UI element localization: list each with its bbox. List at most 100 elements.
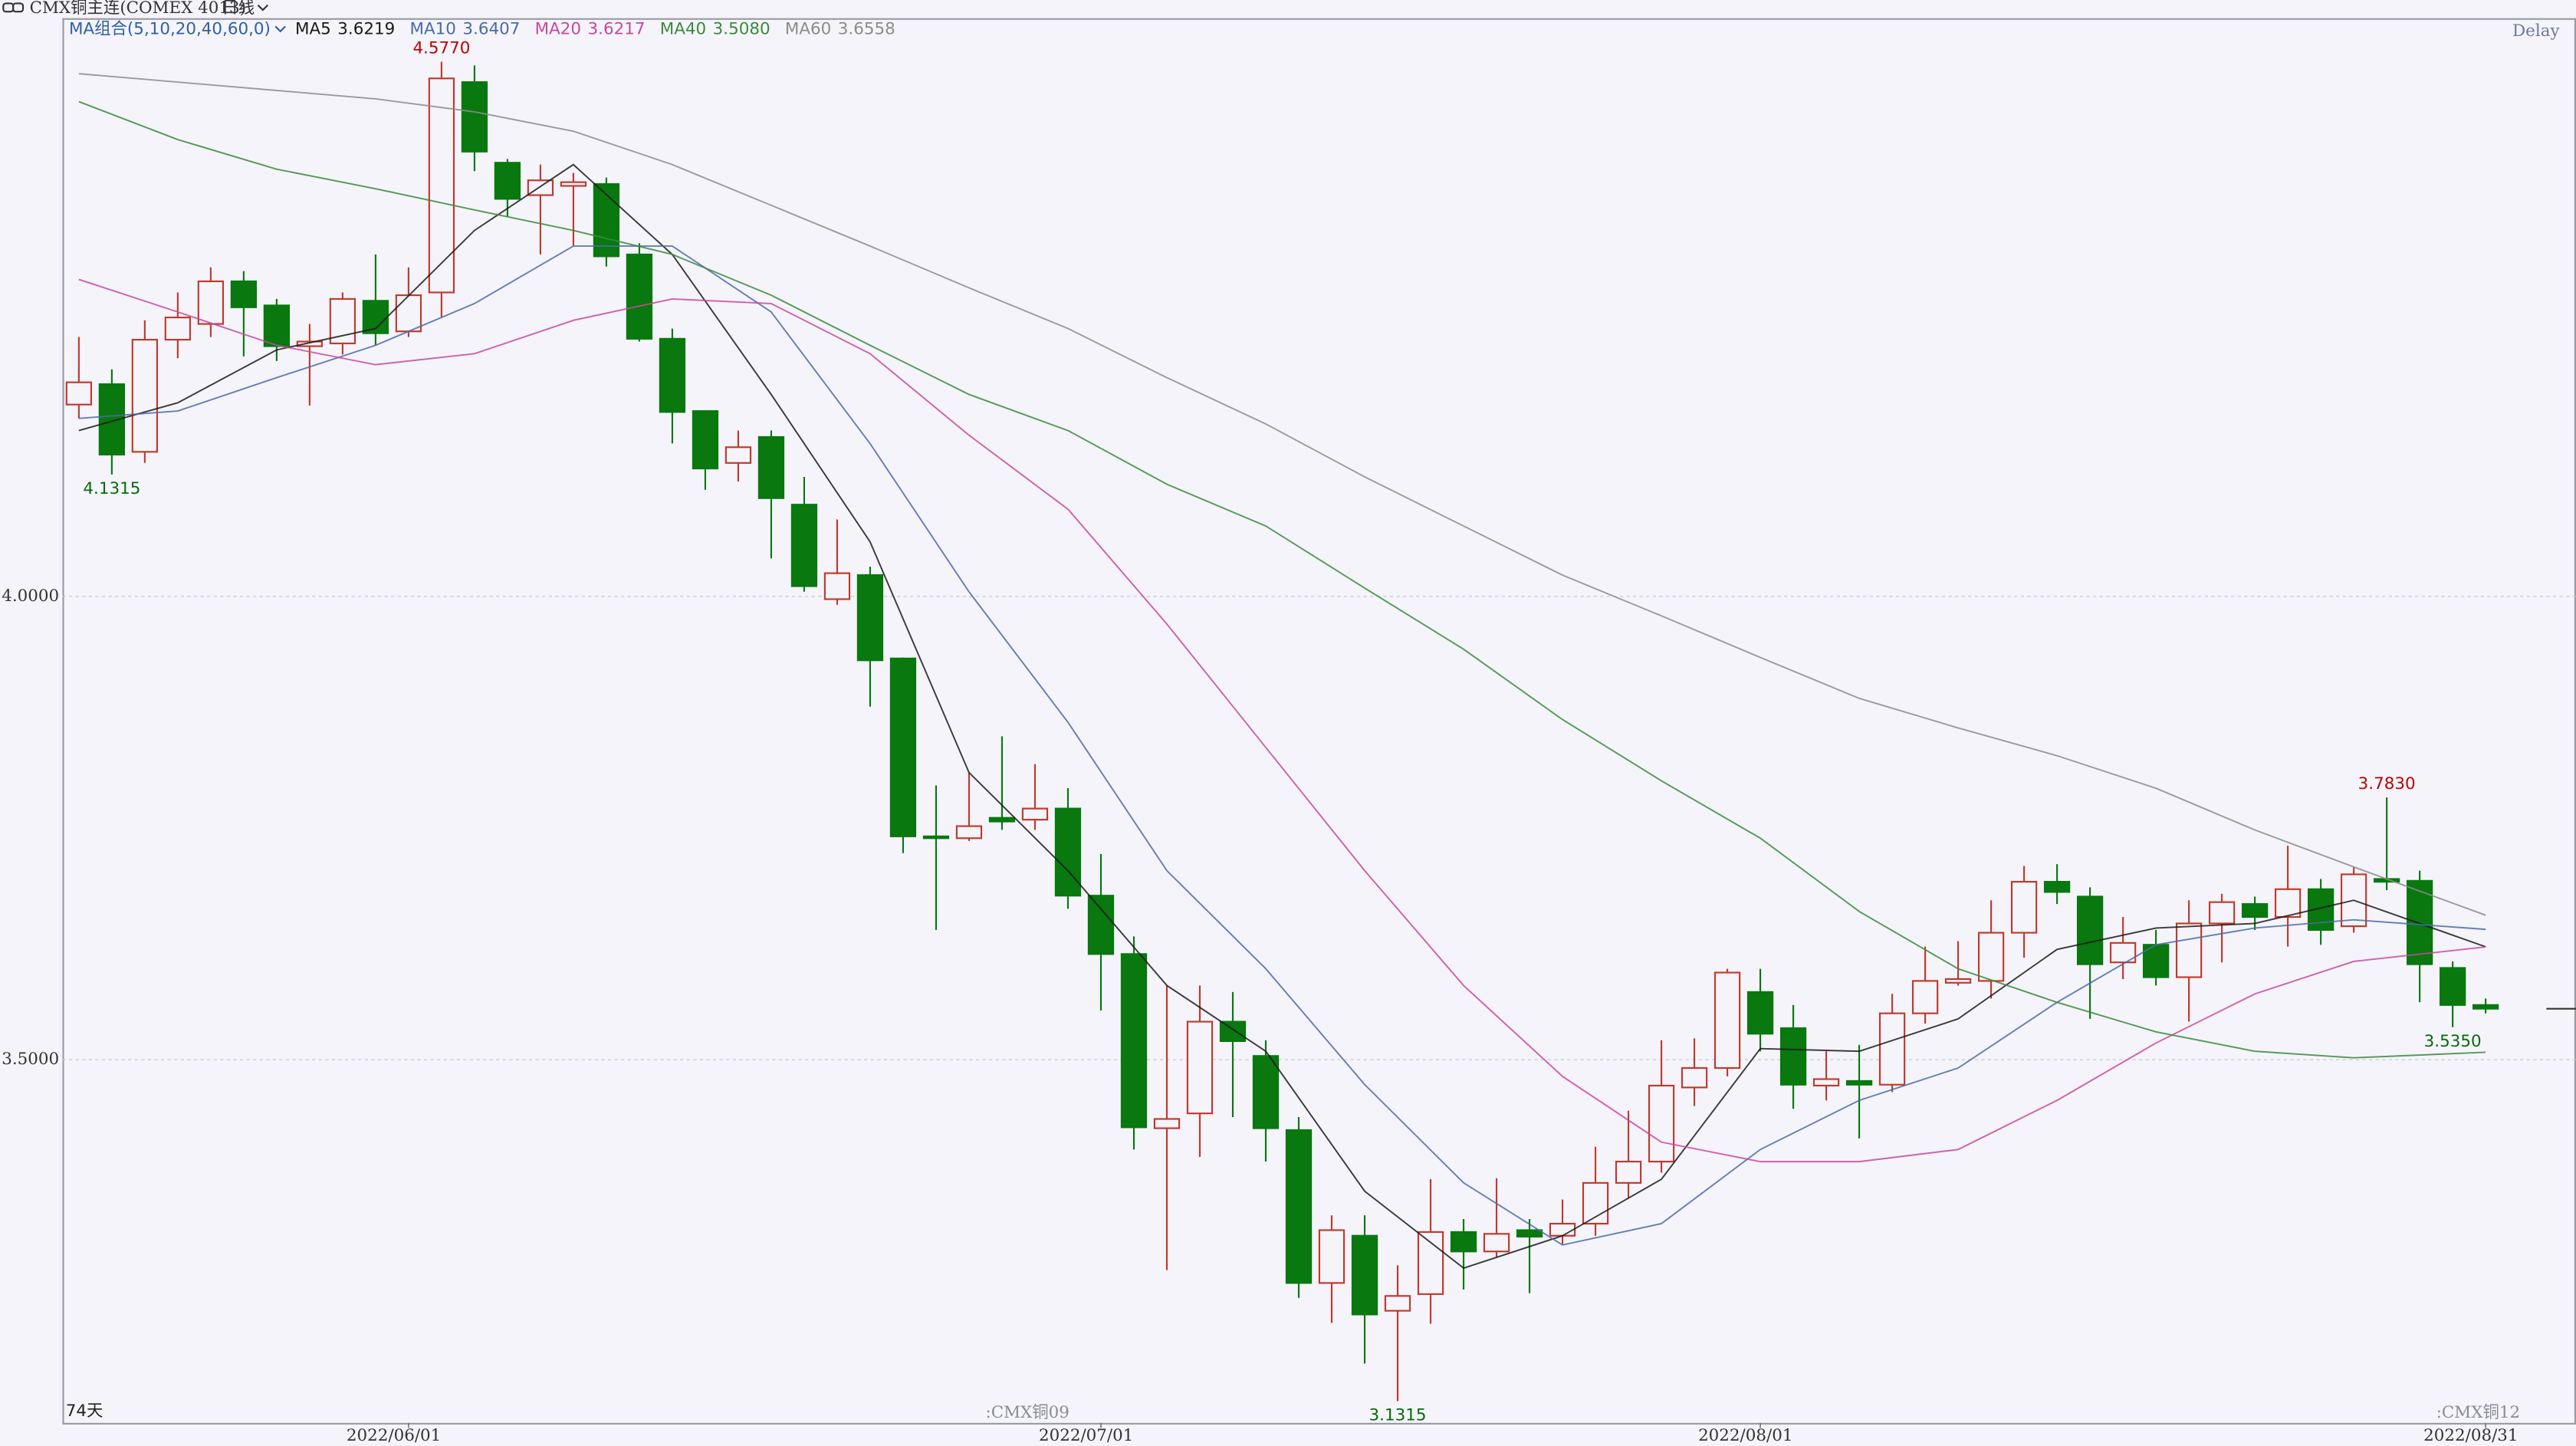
candle-body xyxy=(692,410,719,470)
candle-body xyxy=(2241,903,2269,919)
legend-name: MA60 xyxy=(785,20,831,39)
legend-value: 3.6407 xyxy=(462,20,520,39)
candle-body xyxy=(1911,980,1939,1014)
candle-body xyxy=(296,340,324,347)
candle-body xyxy=(1054,807,1082,897)
candle-body xyxy=(1450,1231,1477,1253)
candle-body xyxy=(790,504,818,587)
candle-body xyxy=(1186,1020,1214,1115)
candle-body xyxy=(1285,1129,1313,1284)
legend-value: 3.6219 xyxy=(337,20,395,39)
candle-body xyxy=(1483,1233,1510,1253)
delay-status: Delay xyxy=(2512,21,2560,41)
candle-body xyxy=(2472,1004,2499,1010)
low-label: 4.1315 xyxy=(83,479,140,498)
candle-body xyxy=(2208,901,2236,925)
period-selector[interactable]: 日线 xyxy=(222,0,255,18)
candle-body xyxy=(889,657,917,837)
chart-title: CMX铜主连(COMEX 4013) xyxy=(30,0,246,18)
header-icon[interactable] xyxy=(2,2,25,13)
x-tick-label: 2022/08/31 xyxy=(2423,1426,2518,1445)
legend-value: 3.6217 xyxy=(588,20,646,39)
legend-name: MA40 xyxy=(660,20,706,39)
legend-name: MA20 xyxy=(535,20,581,39)
candle-body xyxy=(1384,1295,1411,1312)
candle-body xyxy=(724,446,752,464)
high-label: 3.7830 xyxy=(2358,774,2416,794)
bar-count: 74天 xyxy=(66,1402,104,1421)
candle-body xyxy=(1549,1222,1576,1237)
candle-body xyxy=(1845,1080,1873,1086)
icon-part xyxy=(12,2,25,13)
legend-name: MA5 xyxy=(295,20,331,39)
candle-body xyxy=(955,825,983,840)
candle-body xyxy=(1746,991,1774,1035)
candle-body xyxy=(593,182,620,258)
low-label: 3.5350 xyxy=(2424,1032,2482,1051)
candle-body xyxy=(2175,922,2203,978)
candle-body xyxy=(1252,1055,1280,1129)
candle-body xyxy=(1648,1084,1675,1163)
y-tick-label: 4.0000 xyxy=(2,587,59,606)
candle-body xyxy=(2274,888,2302,919)
candle-body xyxy=(856,573,884,662)
period-chevron[interactable] xyxy=(257,4,269,12)
candle-body xyxy=(1714,971,1741,1070)
candle-body xyxy=(1615,1160,1642,1184)
contract-label: :CMX铜09 xyxy=(986,1403,1070,1422)
candle-body xyxy=(988,817,1016,823)
candle-body xyxy=(1351,1234,1378,1316)
candle-body xyxy=(1516,1229,1543,1238)
ma-line xyxy=(78,163,2486,1270)
ma-line xyxy=(78,73,2486,916)
legend: MA组合(5,10,20,40,60,0) MA5 3.6219 MA10 3.6407… xyxy=(69,20,895,39)
legend-title[interactable]: MA组合(5,10,20,40,60,0) xyxy=(69,20,271,39)
candle-body xyxy=(329,297,356,344)
candle-body xyxy=(2076,896,2104,965)
legend-value: 3.5080 xyxy=(713,20,770,39)
candle-body xyxy=(560,181,587,187)
high-label: 4.5770 xyxy=(412,38,470,58)
candle-body xyxy=(1977,932,2005,982)
x-tick-label: 2022/07/01 xyxy=(1039,1426,1133,1445)
candle-body xyxy=(823,572,851,600)
legend-value: 3.6558 xyxy=(838,20,895,39)
candle-body xyxy=(230,280,258,308)
x-tick-label: 2022/06/01 xyxy=(347,1426,441,1445)
candle-body xyxy=(1944,978,1972,984)
candle-body xyxy=(1417,1231,1444,1295)
low-label: 3.1315 xyxy=(1369,1406,1427,1425)
candle-body xyxy=(922,835,950,840)
candle-body xyxy=(428,77,455,294)
x-tick-label: 2022/08/01 xyxy=(1698,1426,1792,1445)
candle-body xyxy=(2043,880,2071,893)
candle-body xyxy=(395,294,422,333)
candle-body xyxy=(2439,967,2466,1006)
candle-body xyxy=(1021,807,1049,821)
candle-body xyxy=(164,317,192,341)
candle-body xyxy=(131,339,159,453)
candle-body xyxy=(2406,879,2433,965)
legend-chevron[interactable] xyxy=(274,25,286,33)
ma-line xyxy=(78,100,2486,1059)
candle-body xyxy=(197,280,225,325)
candle-body xyxy=(626,253,653,340)
candle-body xyxy=(1878,1012,1906,1086)
candle-body xyxy=(1219,1020,1247,1043)
candle-body xyxy=(1318,1229,1346,1284)
contract-label: :CMX铜12 xyxy=(2436,1403,2520,1422)
candle-body xyxy=(757,435,785,499)
candle-body xyxy=(1120,953,1148,1129)
candle-body xyxy=(1153,1118,1181,1129)
candle-body xyxy=(1681,1066,1708,1089)
candle-body xyxy=(494,162,521,200)
plot-border xyxy=(62,18,2576,1425)
candle-body xyxy=(65,381,92,406)
ma-line xyxy=(78,278,2486,1163)
candle-body xyxy=(263,304,291,347)
y-tick-label: 3.5000 xyxy=(2,1050,59,1069)
candle-body xyxy=(1779,1027,1807,1086)
candle-body xyxy=(2010,880,2038,934)
